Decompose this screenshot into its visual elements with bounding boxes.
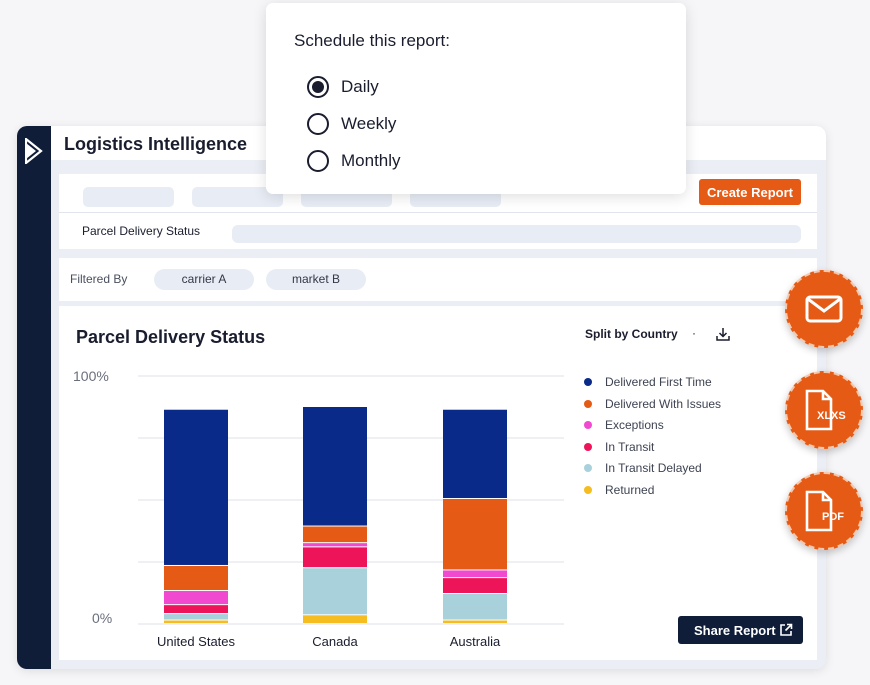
create-report-button[interactable]: Create Report — [699, 179, 801, 205]
split-by-country-dropdown[interactable]: Split by Country — [585, 327, 678, 341]
bar-segment[interactable] — [303, 526, 367, 543]
chart-panel: 100% 0% United States Canada Australia Parce… — [59, 306, 817, 660]
bar-segment[interactable] — [164, 591, 228, 605]
bar-segment[interactable] — [164, 605, 228, 614]
x-tick-label: Australia — [450, 634, 501, 649]
x-tick-label: Canada — [312, 634, 358, 649]
radio-label: Daily — [341, 77, 379, 96]
filter-chip-carrier[interactable]: carrier A — [154, 269, 254, 290]
chart-legend: Delivered First Time Delivered With Issue… — [584, 374, 721, 504]
legend-item[interactable]: Delivered With Issues — [584, 396, 721, 418]
bar-segment[interactable] — [303, 615, 367, 623]
export-pdf-button[interactable]: PDF — [785, 472, 863, 550]
share-report-button[interactable]: Share Report — [678, 616, 803, 644]
bar-segment[interactable] — [443, 620, 507, 623]
legend-label: In Transit Delayed — [605, 461, 702, 476]
filter-label: Filtered By — [70, 272, 128, 286]
radio-label: Weekly — [341, 114, 397, 133]
radio-button-monthly[interactable] — [307, 150, 329, 172]
bar-segment[interactable] — [443, 499, 507, 570]
legend-swatch — [584, 442, 592, 451]
filter-chip-market[interactable]: market B — [266, 269, 366, 290]
bar-segment[interactable] — [443, 409, 507, 499]
toolbar-divider — [59, 212, 817, 213]
radio-label: Monthly — [341, 151, 401, 170]
pdf-label: PDF — [822, 511, 844, 523]
pdf-file-icon — [805, 490, 833, 532]
bar-segment[interactable] — [443, 570, 507, 578]
legend-swatch — [584, 464, 592, 473]
mail-icon — [805, 295, 843, 323]
legend-swatch — [584, 485, 592, 494]
bar-segment[interactable] — [303, 407, 367, 526]
legend-swatch — [584, 421, 592, 430]
legend-item[interactable]: Returned — [584, 482, 721, 504]
side-rail — [17, 126, 51, 669]
legend-item[interactable]: Delivered First Time — [584, 374, 721, 396]
download-icon[interactable] — [715, 326, 731, 342]
share-icon — [780, 623, 793, 636]
report-name-field[interactable] — [232, 225, 801, 243]
export-xlsx-button[interactable]: XLXS — [785, 371, 863, 449]
radio-button-daily[interactable] — [307, 76, 329, 98]
bar-segment[interactable] — [164, 409, 228, 565]
legend-label: Exceptions — [605, 418, 664, 433]
bar-segment[interactable] — [443, 578, 507, 593]
filter-bar: Filtered By carrier A market B — [59, 258, 817, 301]
chart-plot: 100% 0% United States Canada Australia — [73, 368, 564, 649]
legend-label: Delivered First Time — [605, 375, 712, 389]
legend-swatch — [584, 378, 592, 386]
legend-item[interactable]: In Transit — [584, 439, 721, 461]
xlsx-file-icon — [805, 389, 833, 431]
bar-segment[interactable] — [164, 620, 228, 623]
bar-segment[interactable] — [303, 568, 367, 615]
app-window: Logistics Intelligence Create Report Par… — [17, 126, 826, 669]
toolbar-placeholder — [192, 187, 283, 207]
y-tick-label: 100% — [73, 368, 109, 384]
xlsx-label: XLXS — [817, 410, 846, 422]
split-separator: · — [692, 326, 696, 340]
report-name-label: Parcel Delivery Status — [82, 224, 201, 238]
toolbar-placeholder — [83, 187, 174, 207]
y-tick-label: 0% — [92, 610, 112, 626]
bar-segment[interactable] — [164, 565, 228, 591]
legend-label: In Transit — [605, 439, 655, 454]
email-report-button[interactable] — [785, 270, 863, 348]
schedule-popover: Schedule this report: Daily Weekly Month… — [266, 3, 686, 194]
legend-swatch — [584, 399, 592, 408]
schedule-title: Schedule this report: — [294, 31, 450, 50]
chart-title: Parcel Delivery Status — [76, 327, 266, 347]
bar-segment[interactable] — [443, 593, 507, 620]
legend-label: Delivered With Issues — [605, 396, 722, 411]
app-logo-icon[interactable] — [25, 138, 43, 164]
x-tick-label: United States — [157, 634, 236, 649]
bar-segment[interactable] — [303, 543, 367, 547]
legend-item[interactable]: In Transit Delayed — [584, 460, 721, 482]
bar-segment[interactable] — [303, 547, 367, 568]
legend-item[interactable]: Exceptions — [584, 417, 721, 439]
app-title: Logistics Intelligence — [64, 134, 248, 154]
bar-segment[interactable] — [164, 614, 228, 620]
share-report-label: Share Report — [694, 622, 776, 638]
legend-label: Returned — [605, 482, 655, 497]
radio-button-weekly[interactable] — [307, 113, 329, 135]
